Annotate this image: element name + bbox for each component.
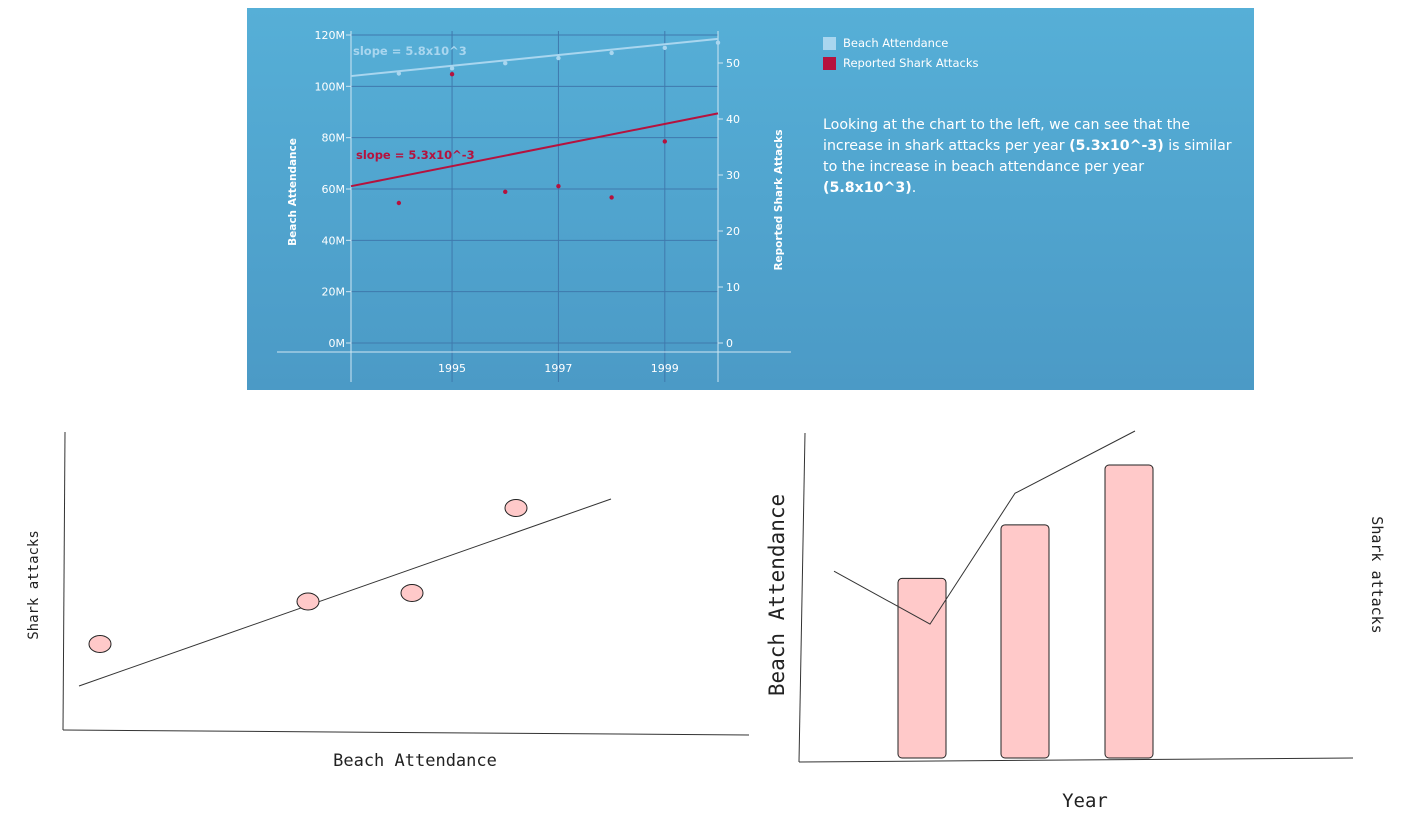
- chart-legend: Beach Attendance Reported Shark Attacks: [823, 33, 979, 73]
- left-tick-label: 60M: [322, 183, 346, 196]
- left-axis-title: Beach Attendance: [287, 138, 299, 246]
- left-tick-label: 20M: [322, 286, 346, 299]
- sketch1-trendline: [78, 498, 612, 687]
- x-tick-label: 1997: [544, 362, 572, 375]
- sketch2-x-label: Year: [1062, 790, 1108, 812]
- sketch2-y-axis: [798, 432, 806, 763]
- data-point-0-3: [556, 55, 561, 61]
- right-tick-label: 20: [726, 225, 740, 238]
- sketch1-point-2: [400, 584, 424, 602]
- data-point-0-4: [609, 50, 614, 56]
- trend-line-1: [350, 112, 719, 188]
- legend-item-shark-attacks[interactable]: Reported Shark Attacks: [823, 53, 979, 73]
- left-tick-label: 40M: [322, 234, 346, 247]
- data-point-1-0: [396, 200, 402, 206]
- right-tick-label: 10: [726, 281, 740, 294]
- chart-panel: 0M 20M 40M 60M 80M 100M 120M 0 10 20 30 40 50 1995 199…: [247, 8, 1254, 390]
- sketch-bars: Year Beach Attendance Shark attacks: [765, 430, 1386, 812]
- data-point-1-2: [503, 189, 508, 194]
- trend-label-0: slope = 5.8x10^3: [353, 44, 467, 58]
- sketch-area: Beach Attendance Shark attacks Year Beac…: [26, 430, 1386, 812]
- legend-item-beach-attendance[interactable]: Beach Attendance: [823, 33, 979, 53]
- desc-part2: is similar to the increase in beach atte…: [823, 138, 1232, 175]
- data-point-1-3: [556, 184, 561, 189]
- left-tick-label: 120M: [315, 29, 346, 42]
- x-tick-label: 1995: [438, 362, 466, 375]
- right-tick-label: 50: [726, 57, 740, 70]
- trend-label-1: slope = 5.3x10^-3: [356, 148, 475, 162]
- legend-swatch-beach: [823, 36, 836, 50]
- sketch2-bar-0: [897, 577, 947, 759]
- legend-swatch-shark: [823, 56, 836, 70]
- data-point-1-1: [449, 72, 455, 77]
- left-tick-label: 0M: [329, 337, 346, 350]
- sketch1-y-axis: [62, 431, 66, 731]
- data-point-1-5: [662, 139, 668, 144]
- sketch2-y2-label: Shark attacks: [1368, 516, 1386, 633]
- right-axis-title: Reported Shark Attacks: [773, 129, 785, 270]
- sketch2-y-label: Beach Attendance: [765, 494, 789, 696]
- desc-part1: Looking at the chart to the left, we can…: [823, 117, 1190, 154]
- data-point-0-2: [503, 61, 508, 66]
- sketch2-x-axis: [798, 757, 1354, 763]
- dual-axis-chart: 0M 20M 40M 60M 80M 100M 120M 0 10 20 30 40 50 1995 199…: [247, 8, 1254, 390]
- desc-bold1: (5.3x10^-3): [1069, 138, 1164, 154]
- sketch2-bar-1: [1000, 524, 1050, 759]
- right-tick-label: 30: [726, 169, 740, 182]
- legend-label-beach: Beach Attendance: [843, 36, 949, 50]
- data-point-1-4: [609, 195, 614, 200]
- data-point-0-0: [396, 71, 402, 76]
- x-tick-label: 1999: [651, 362, 679, 375]
- left-tick-label: 100M: [315, 80, 346, 93]
- sketch1-x-axis: [62, 729, 750, 736]
- right-tick-label: 40: [726, 113, 740, 126]
- desc-part3: .: [911, 180, 917, 196]
- data-point-0-5: [662, 45, 668, 51]
- sketch1-point-3: [504, 499, 528, 517]
- sketch1-point-0: [88, 635, 112, 653]
- sketch-scatter: Beach Attendance Shark attacks: [26, 431, 750, 771]
- data-point-0-1: [449, 66, 455, 71]
- sketch2-bar-2: [1104, 464, 1154, 759]
- right-tick-label: 0: [726, 337, 733, 350]
- sketch1-y-label: Shark attacks: [26, 530, 42, 640]
- trend-line-0: [350, 37, 719, 78]
- data-point-0-6: [715, 40, 721, 45]
- sketch1-point-1: [296, 592, 320, 611]
- left-tick-label: 80M: [322, 132, 346, 145]
- legend-label-shark: Reported Shark Attacks: [843, 56, 979, 70]
- panel-background: [247, 8, 1254, 390]
- chart-description: Looking at the chart to the left, we can…: [823, 115, 1233, 199]
- desc-bold2: (5.8x10^3): [823, 180, 912, 196]
- sketch1-x-label: Beach Attendance: [333, 751, 497, 771]
- sketch2-line: [833, 430, 1136, 625]
